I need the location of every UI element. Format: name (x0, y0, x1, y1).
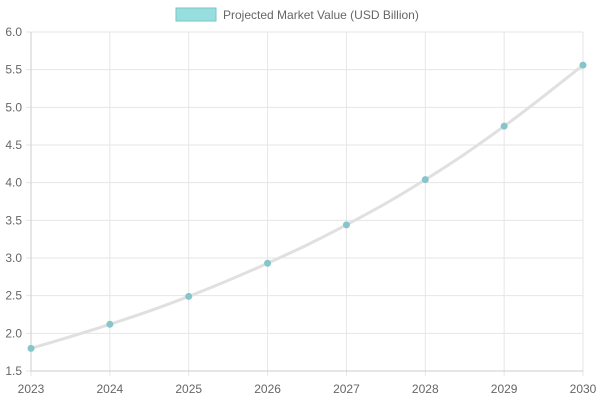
y-tick-label: 5.5 (5, 63, 22, 77)
x-tick-label: 2024 (97, 382, 124, 396)
y-tick-label: 3.0 (5, 251, 22, 265)
data-point[interactable] (579, 61, 587, 69)
y-tick-label: 2.0 (5, 326, 22, 340)
legend[interactable]: Projected Market Value (USD Billion) (175, 7, 419, 22)
x-tick-label: 2026 (254, 382, 281, 396)
y-tick-label: 6.0 (5, 25, 22, 39)
series-line (30, 63, 584, 350)
x-tick-label: 2030 (570, 382, 597, 396)
legend-swatch (175, 7, 217, 22)
x-tick-label: 2025 (175, 382, 202, 396)
series-layer (27, 61, 587, 352)
x-tick-label: 2029 (491, 382, 518, 396)
y-tick-label: 3.5 (5, 213, 22, 227)
y-tick-label: 5.0 (5, 100, 22, 114)
data-point[interactable] (264, 259, 272, 267)
data-point[interactable] (421, 176, 429, 184)
data-point[interactable] (500, 122, 508, 130)
data-point[interactable] (342, 221, 350, 229)
y-tick-label: 4.5 (5, 138, 22, 152)
data-point[interactable] (106, 320, 114, 328)
x-tick-label: 2023 (18, 382, 45, 396)
axes (30, 32, 583, 372)
x-tick-label: 2028 (412, 382, 439, 396)
y-tick-label: 1.5 (5, 364, 22, 378)
legend-label: Projected Market Value (USD Billion) (223, 8, 419, 22)
tick-labels: 1.5 2.0 2.5 3.0 3.5 4.0 4.5 5.0 5.5 6.0 2023 2024 20… (5, 25, 596, 396)
y-tick-label: 2.5 (5, 289, 22, 303)
x-tick-label: 2027 (333, 382, 360, 396)
data-point[interactable] (27, 344, 35, 352)
y-tick-label: 4.0 (5, 176, 22, 190)
data-point[interactable] (185, 292, 193, 300)
